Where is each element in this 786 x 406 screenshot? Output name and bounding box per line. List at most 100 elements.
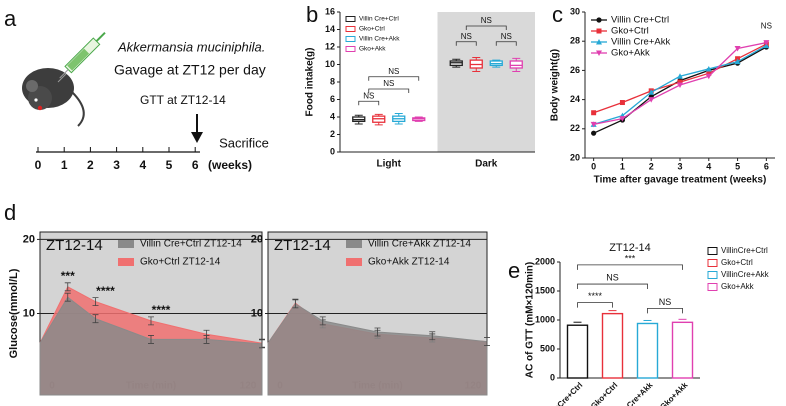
- y-axis-label: Body weight(g): [550, 49, 561, 121]
- significance-bracket: [368, 76, 420, 81]
- bar: [566, 324, 589, 379]
- panel-label: e: [508, 258, 520, 283]
- legend-label: Villin Cre+Akk ZT12-14: [368, 239, 471, 250]
- point: [591, 130, 597, 136]
- legend-label: Gko+Akk: [721, 282, 755, 291]
- x-tick-label: Light: [377, 159, 402, 170]
- x-tick-label: VillinCre+Akk: [612, 380, 655, 406]
- legend-marker: [596, 28, 602, 34]
- legend-label: Gko+Ctrl: [359, 26, 385, 33]
- significance-label: ***: [61, 269, 75, 283]
- timeline-label: 3: [113, 158, 120, 172]
- significance-bracket: [577, 302, 613, 308]
- y-axis-label: Glucose(mmol/L): [8, 268, 20, 358]
- legend-label: Gko+Akk: [611, 48, 650, 59]
- arrow-head: [191, 132, 203, 143]
- gtt-text: GTT at ZT12-14: [140, 93, 226, 107]
- timeline-unit: (weeks): [208, 158, 252, 172]
- error-cap: [148, 335, 154, 344]
- significance-label: NS: [501, 32, 512, 41]
- significance-bracket: [577, 264, 683, 270]
- error-cap: [148, 316, 154, 326]
- band-background: [437, 12, 535, 152]
- x-tick-label: 6: [764, 161, 769, 171]
- box: [509, 60, 523, 69]
- point: [734, 46, 741, 52]
- significance-bracket: [358, 100, 380, 106]
- y-tick-label: 10: [23, 307, 35, 319]
- syringe-plunger: [95, 32, 106, 42]
- legend-marker: [596, 39, 602, 45]
- significance-label: NS: [606, 272, 619, 282]
- error-cap: [429, 331, 436, 341]
- y-tick-label: 14: [325, 24, 335, 34]
- legend-label: Villin Cre+Akk: [359, 36, 400, 43]
- legend-swatch: [118, 258, 134, 266]
- bar: [671, 321, 694, 379]
- legend-swatch: [118, 240, 134, 248]
- point: [677, 73, 683, 79]
- legend-swatch: [707, 259, 718, 267]
- panel-label: c: [552, 2, 563, 27]
- point: [677, 79, 683, 85]
- timeline-label: 2: [87, 158, 94, 172]
- y-tick-label: 0: [550, 372, 555, 382]
- legend-label: Villin Cre+Akk: [611, 37, 670, 48]
- x-tick-label: Gko+Ctrl: [589, 381, 619, 406]
- point: [648, 97, 655, 103]
- y-tick-label: 26: [570, 65, 580, 75]
- significance-bracket: [647, 308, 683, 314]
- error-cap: [92, 297, 99, 307]
- y-tick-label: 20: [251, 233, 263, 245]
- bar: [601, 312, 624, 379]
- significance-bracket: [368, 88, 410, 93]
- timeline-label: 4: [139, 158, 146, 172]
- legend-swatch: [707, 247, 718, 255]
- point: [706, 70, 712, 76]
- point: [619, 116, 626, 122]
- syringe-needle: [59, 69, 69, 79]
- point: [590, 121, 597, 128]
- chart-title: ZT12-14: [274, 237, 331, 254]
- needle-tip: [57, 73, 67, 83]
- timeline-label: 0: [35, 158, 42, 172]
- y-tick-label: 1000: [535, 314, 555, 324]
- point: [705, 73, 712, 80]
- sacrifice-text: Sacrifice: [219, 135, 269, 150]
- x-axis-label: Time after gavage treatment (weeks): [594, 175, 767, 186]
- timeline-label: 5: [166, 158, 173, 172]
- y-tick-label: 2000: [535, 256, 555, 266]
- y-axis-label: Food intake(g): [305, 48, 316, 117]
- y-axis-label: AC of GTT (mM×120min): [525, 262, 536, 378]
- significance-label: ***: [625, 253, 636, 263]
- y-tick-label: 20: [570, 152, 580, 162]
- error-cap: [92, 314, 99, 324]
- significance-bracket: [465, 25, 507, 30]
- y-tick-label: 20: [23, 233, 35, 245]
- y-tick-label: 0: [330, 146, 335, 156]
- legend-swatch: [346, 258, 362, 266]
- mouse-tail: [71, 91, 85, 127]
- error-cap: [259, 339, 265, 349]
- y-tick-label: 16: [325, 6, 335, 16]
- legend-label: VillinCre+Ctrl: [721, 246, 768, 255]
- timeline-label: 1: [61, 158, 68, 172]
- legend-label: Villin Cre+Ctrl ZT12-14: [140, 239, 242, 250]
- mouse-head: [28, 86, 52, 110]
- x-tick-label: 0: [591, 161, 596, 171]
- legend-swatch: [345, 16, 356, 22]
- legend-label: Gko+Akk ZT12-14: [368, 257, 450, 268]
- y-tick-label: 30: [570, 6, 580, 16]
- y-tick-label: 500: [540, 343, 555, 353]
- point: [763, 40, 770, 46]
- significance-label: ****: [588, 291, 603, 301]
- significance-label: NS: [659, 297, 672, 307]
- legend-label: Gko+Akk: [359, 46, 386, 53]
- gavage-text: Gavage at ZT12 per day: [114, 62, 266, 78]
- y-tick-label: 8: [330, 76, 335, 86]
- point: [677, 82, 683, 88]
- y-tick-label: 12: [325, 41, 335, 51]
- mouse-ear: [26, 80, 38, 92]
- significance-label: NS: [461, 32, 472, 41]
